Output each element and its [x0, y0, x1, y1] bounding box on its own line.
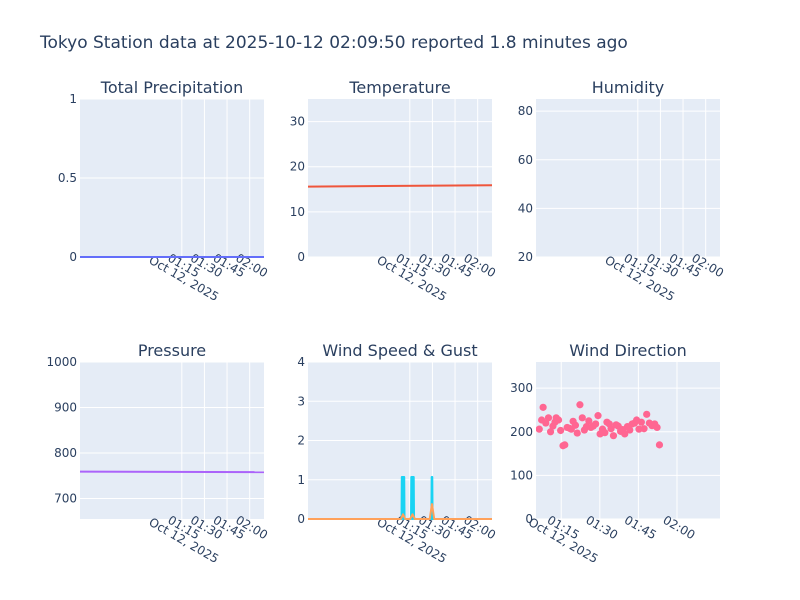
- y-tick-label: 0.5: [58, 171, 77, 185]
- data-layer: [308, 476, 492, 520]
- plot-area: [536, 99, 720, 257]
- subplot-title: Temperature: [348, 78, 450, 97]
- wind-direction-point: [653, 423, 661, 432]
- y-tick-label: 1: [297, 473, 305, 487]
- y-tick-label: 3: [297, 394, 305, 408]
- subplot-title: Wind Speed & Gust: [322, 341, 477, 360]
- wind-direction-point: [607, 425, 615, 433]
- y-tick-label: 900: [54, 401, 77, 415]
- wind-speed-line: [308, 503, 492, 520]
- y-tick-label: 1000: [46, 355, 77, 369]
- subplot-title: Humidity: [592, 78, 665, 97]
- plot-area: [80, 362, 264, 519]
- y-tick-label: 30: [290, 115, 305, 129]
- y-tick-label: 700: [54, 492, 77, 506]
- y-tick-label: 2: [297, 434, 305, 448]
- subplot-3: Humidity2040608001:1501:3001:4502:00Oct …: [518, 78, 726, 304]
- subplot-title: Wind Direction: [569, 341, 687, 360]
- wind-direction-point: [546, 428, 555, 436]
- figure-title: Tokyo Station data at 2025-10-12 02:09:5…: [40, 33, 628, 53]
- y-tick-label: 0: [69, 250, 77, 264]
- data-layer: [536, 401, 664, 450]
- subplot-2: Temperature010203001:1501:3001:4502:00Oc…: [290, 78, 498, 304]
- wind-direction-point: [621, 430, 629, 438]
- y-tick-label: 300: [510, 381, 533, 395]
- y-tick-label: 20: [290, 160, 305, 174]
- wind-direction-point: [557, 426, 565, 435]
- plot-area: [536, 362, 720, 519]
- subplot-title: Pressure: [138, 341, 206, 360]
- y-tick-label: 10: [290, 205, 305, 219]
- wind-direction-point: [539, 403, 547, 411]
- y-tick-label: 200: [510, 425, 533, 439]
- subplot-4: Pressure700800900100001:1501:3001:4502:0…: [46, 341, 270, 566]
- wind-direction-point: [655, 441, 664, 449]
- y-tick-label: 80: [518, 104, 533, 118]
- y-tick-label: 4: [297, 355, 305, 369]
- wind-direction-point: [594, 412, 602, 420]
- wind-direction-point: [578, 414, 586, 422]
- plot-area: [308, 99, 492, 257]
- subplot-1: Total Precipitation00.5101:1501:3001:450…: [58, 78, 270, 304]
- y-tick-label: 0: [297, 512, 305, 526]
- subplot-title: Total Precipitation: [100, 78, 243, 97]
- y-tick-label: 20: [518, 250, 533, 264]
- y-tick-label: 60: [518, 153, 533, 167]
- wind-direction-point: [637, 418, 645, 426]
- temperature-line: [308, 184, 492, 188]
- wind-direction-point: [544, 414, 553, 422]
- wind-gust-line: [308, 476, 492, 520]
- wind-direction-point: [573, 429, 581, 437]
- y-tick-label: 100: [510, 468, 533, 482]
- data-layer: [308, 184, 492, 188]
- wind-direction-point: [585, 417, 593, 425]
- wind-direction-point: [561, 441, 569, 449]
- wind-direction-point: [536, 425, 543, 433]
- wind-direction-point: [609, 432, 618, 440]
- y-tick-label: 0: [525, 512, 533, 526]
- subplot-5: Wind Speed & Gust0123401:1501:3001:4502:…: [297, 341, 498, 566]
- wind-direction-point: [554, 416, 563, 424]
- wind-direction-point: [640, 425, 648, 433]
- wind-direction-point: [643, 410, 651, 418]
- wind-direction-point: [601, 429, 609, 437]
- y-tick-label: 1: [69, 92, 77, 106]
- y-tick-label: 0: [297, 250, 305, 264]
- wind-direction-point: [626, 426, 634, 434]
- y-tick-label: 800: [54, 446, 77, 460]
- wind-direction-point: [571, 421, 580, 429]
- wind-direction-point: [576, 401, 584, 409]
- y-tick-label: 40: [518, 201, 533, 215]
- wind-direction-point: [592, 420, 600, 428]
